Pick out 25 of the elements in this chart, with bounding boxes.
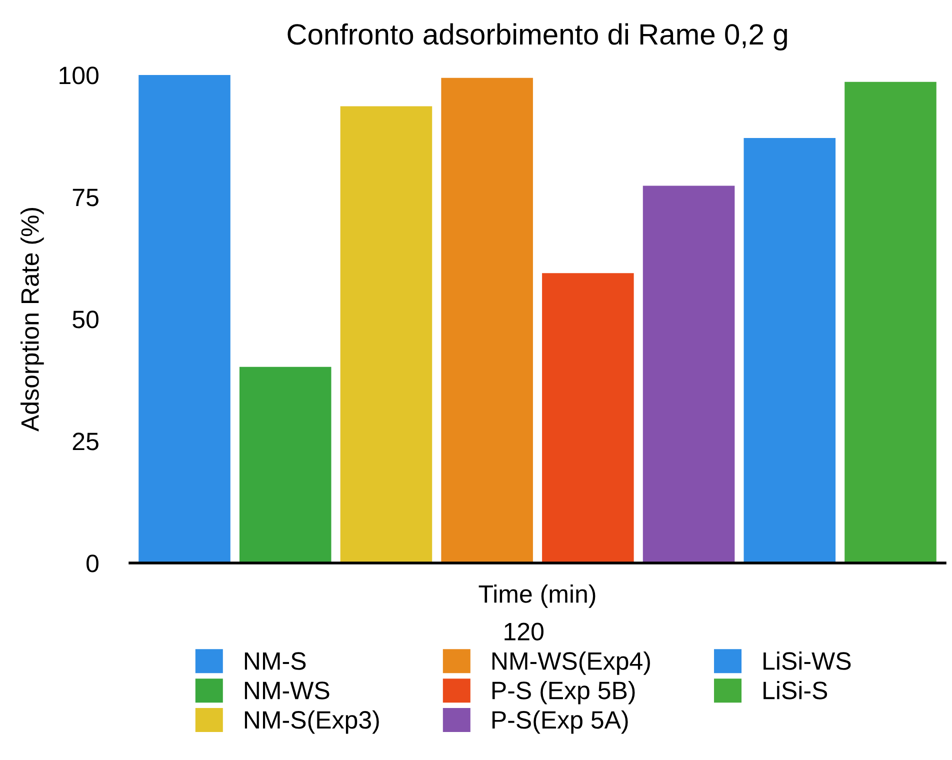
bar: [642, 186, 735, 563]
y-tick-label: 75: [72, 188, 98, 206]
bar: [844, 82, 936, 563]
legend-label: NM-S(Exp3): [244, 710, 379, 734]
legend-label: P-S (Exp 5B): [492, 680, 635, 704]
legend-label: NM-WS: [244, 682, 330, 700]
bar: [239, 366, 332, 563]
chart-title: Confronto adsorbimento di Rame 0,2 g: [288, 23, 787, 50]
legend-label: NM-WS(Exp4): [492, 652, 650, 675]
legend-title: 120: [504, 622, 544, 640]
y-tick-label: 50: [72, 310, 98, 328]
legend-label: P-S(Exp 5A): [492, 710, 628, 734]
y-tick-label: 25: [72, 432, 98, 450]
legend-label: LiSi-S: [764, 680, 828, 700]
bar: [744, 138, 836, 563]
legend-label: LiSi-WS: [764, 652, 851, 670]
x-axis-title: Time (min): [478, 584, 596, 608]
legend-label: NM-S: [244, 652, 306, 670]
y-axis-title: Adsorption Rate (%): [20, 208, 44, 432]
bar: [340, 106, 432, 563]
bar: [441, 78, 533, 563]
bar: [138, 75, 230, 563]
bar: [542, 273, 634, 563]
y-tick-label: 0: [86, 554, 98, 572]
y-tick-label: 100: [60, 66, 98, 84]
